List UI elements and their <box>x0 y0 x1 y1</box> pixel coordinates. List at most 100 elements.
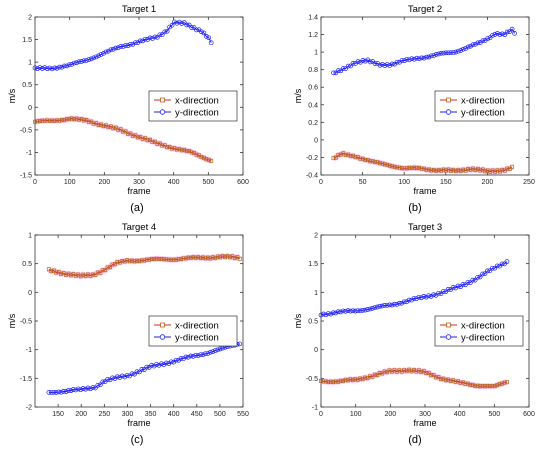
x-direction-marker <box>431 373 436 378</box>
x-direction-marker <box>120 259 125 263</box>
y-direction-marker <box>441 289 446 294</box>
x-direction-marker <box>73 273 78 278</box>
y-direction-marker <box>394 59 400 65</box>
y-direction-marker <box>168 359 174 365</box>
y-direction-marker <box>39 66 45 71</box>
x-tick-label: 600 <box>523 411 535 418</box>
x-direction-marker <box>502 168 507 173</box>
x-direction-marker <box>125 258 130 263</box>
x-direction-marker <box>333 379 338 384</box>
panel-caption: (c) <box>131 434 144 446</box>
x-direction-marker <box>33 119 37 124</box>
legend-entry-x-direction: x-direction <box>461 320 505 331</box>
x-direction-marker <box>103 268 108 273</box>
x-direction-marker <box>510 164 515 169</box>
x-direction-marker <box>470 382 475 387</box>
y-direction-marker <box>406 57 412 63</box>
y-direction-marker <box>85 385 91 391</box>
y-direction-marker <box>411 296 417 301</box>
y-direction-marker <box>141 367 147 372</box>
y-direction-marker <box>128 41 133 47</box>
x-direction-marker <box>343 152 348 157</box>
x-direction-marker <box>183 256 188 261</box>
legend-box <box>434 315 524 347</box>
x-direction-marker <box>483 384 487 389</box>
y-direction-marker <box>164 28 170 34</box>
x-tick-label: 400 <box>168 411 180 418</box>
y-tick-label: 1 <box>314 290 318 297</box>
y-direction-marker <box>61 389 66 394</box>
x-direction-marker <box>434 375 438 380</box>
y-direction-marker <box>402 58 407 64</box>
x-direction-marker <box>375 373 380 378</box>
x-direction-glow <box>34 115 213 164</box>
x-direction-marker <box>372 372 377 377</box>
x-tick-label: 500 <box>214 411 226 418</box>
y-direction-marker <box>119 373 125 379</box>
x-direction-marker <box>91 121 96 126</box>
y-direction-marker <box>409 56 415 62</box>
y-direction-marker <box>97 382 103 388</box>
x-direction-marker <box>353 377 358 382</box>
y-direction-marker <box>129 371 135 377</box>
y-tick-label: 0 <box>314 347 318 354</box>
y-direction-marker <box>206 35 212 41</box>
y-direction-marker <box>215 347 221 353</box>
y-direction-marker <box>66 62 72 68</box>
x-direction-marker <box>422 166 426 171</box>
y-direction-marker <box>191 25 197 30</box>
y-direction-marker <box>473 41 478 47</box>
x-direction-marker <box>473 168 478 172</box>
y-direction-marker <box>509 26 515 32</box>
y-direction-marker <box>179 21 185 26</box>
x-direction-marker <box>448 168 453 173</box>
x-direction-marker <box>368 159 373 164</box>
y-direction-marker <box>477 274 483 280</box>
x-direction-marker <box>132 259 137 264</box>
y-direction-marker <box>75 386 81 392</box>
y-direction-marker <box>137 38 143 44</box>
y-direction-marker <box>345 308 351 313</box>
panel-caption: (a) <box>130 202 143 214</box>
y-direction-marker <box>96 53 101 59</box>
y-direction-marker <box>387 63 393 68</box>
y-tick-label: 0 <box>28 290 32 297</box>
x-direction-marker <box>112 262 117 267</box>
y-direction-marker <box>438 50 444 56</box>
y-direction-marker <box>56 389 62 395</box>
x-tick-label: 50 <box>359 179 367 186</box>
y-direction-marker <box>499 261 505 267</box>
y-tick-label: 1.4 <box>308 15 318 22</box>
y-direction-marker <box>173 357 179 363</box>
legend-entry-x-direction: x-direction <box>175 320 219 331</box>
y-direction-marker <box>399 58 405 63</box>
x-tick-label: 150 <box>440 179 452 186</box>
x-direction-marker <box>145 138 150 143</box>
x-direction-marker <box>385 162 390 167</box>
x-direction-marker <box>191 255 196 260</box>
x-direction-marker <box>74 116 79 121</box>
x-direction-marker <box>500 381 505 386</box>
x-direction-marker <box>179 148 184 153</box>
y-direction-marker <box>95 382 101 388</box>
y-direction-marker <box>193 352 199 358</box>
y-direction-marker <box>340 66 346 71</box>
x-direction-marker <box>360 156 365 161</box>
y-direction-marker <box>91 55 97 61</box>
y-tick-label: 1.5 <box>22 37 32 44</box>
x-direction-marker <box>111 126 116 131</box>
x-direction-marker <box>328 379 333 384</box>
x-direction-marker <box>105 265 110 270</box>
y-direction-marker <box>74 60 79 66</box>
y-direction-marker <box>110 375 115 381</box>
y-direction-marker <box>504 29 510 35</box>
y-direction-marker <box>387 302 392 308</box>
y-direction-marker <box>88 56 94 62</box>
x-direction-marker <box>358 376 363 381</box>
x-tick-label: 100 <box>350 411 362 418</box>
y-tick-label: 0 <box>28 105 32 112</box>
x-tick-label: 300 <box>122 411 134 418</box>
x-tick-label: 500 <box>202 179 214 186</box>
y-direction-marker <box>338 309 343 315</box>
legend-swatch-marker <box>446 322 451 328</box>
